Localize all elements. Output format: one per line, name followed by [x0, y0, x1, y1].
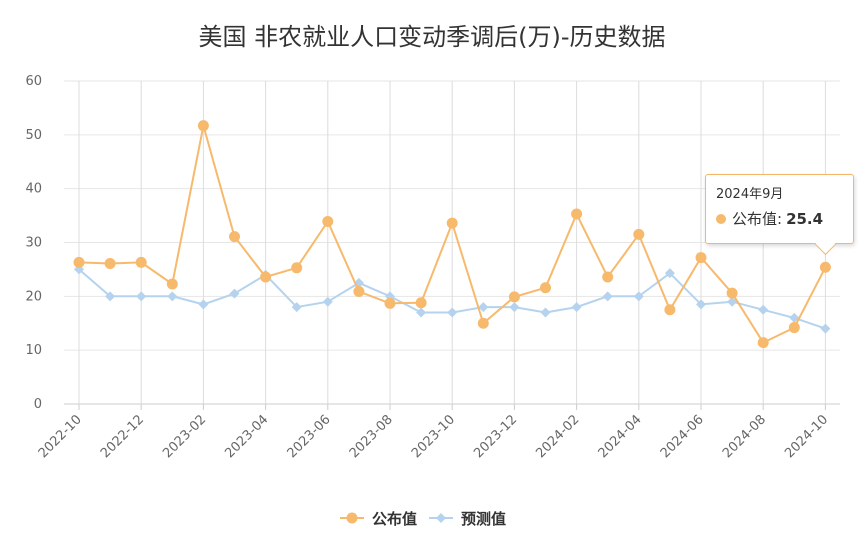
data-point — [229, 231, 240, 243]
data-point — [446, 217, 458, 229]
data-point — [757, 337, 769, 349]
x-tick-label: 2024-06 — [658, 412, 707, 461]
data-point — [477, 317, 489, 329]
tooltip-series-label: 公布值: — [732, 210, 783, 228]
legend-label: 公布值 — [372, 510, 417, 528]
tooltip-value: 25.4 — [786, 209, 824, 228]
data-point — [478, 302, 489, 313]
x-tick-label: 2023-10 — [409, 412, 458, 461]
data-point — [788, 322, 800, 334]
tooltip-series-marker — [716, 213, 726, 224]
x-tick-label: 2024-10 — [782, 412, 831, 461]
data-point — [384, 297, 396, 309]
y-tick-label: 30 — [25, 236, 42, 251]
x-tick-label: 2024-08 — [720, 412, 769, 461]
data-point — [758, 304, 769, 315]
tooltip-row: 公布值: 25.4 — [716, 208, 843, 229]
tooltip: 2024年9月 公布值: 25.4 — [705, 174, 854, 256]
data-point — [695, 252, 707, 264]
data-point — [789, 312, 800, 323]
x-tick-label: 2023-08 — [347, 412, 396, 461]
data-point — [540, 282, 551, 294]
y-tick-label: 0 — [34, 397, 42, 412]
data-point — [602, 291, 613, 302]
series-published — [73, 120, 831, 349]
data-point — [664, 304, 676, 316]
data-point — [322, 296, 333, 307]
series-forecast — [74, 264, 831, 334]
y-tick-label: 40 — [25, 182, 42, 197]
tooltip-date: 2024年9月 — [716, 187, 784, 202]
data-point — [819, 261, 831, 273]
data-point — [602, 271, 614, 283]
y-tick-label: 60 — [25, 74, 42, 89]
data-point — [260, 271, 272, 283]
data-point — [509, 302, 520, 313]
data-point — [135, 256, 147, 268]
y-tick-label: 10 — [25, 343, 42, 358]
data-point — [571, 208, 583, 220]
y-tick-label: 50 — [25, 128, 42, 143]
legend-item-forecast[interactable]: 预测值 — [429, 510, 506, 528]
data-point — [727, 296, 738, 307]
data-point — [540, 307, 551, 318]
x-tick-label: 2023-02 — [160, 412, 209, 461]
x-tick-label: 2024-04 — [596, 412, 645, 461]
data-point — [104, 257, 116, 269]
y-tick-label: 20 — [25, 289, 42, 304]
legend-marker — [346, 512, 358, 524]
data-point — [820, 323, 831, 334]
series-layer — [73, 120, 831, 349]
data-point — [291, 262, 303, 274]
data-point — [416, 307, 427, 318]
data-point — [726, 287, 738, 299]
data-point — [696, 299, 706, 310]
legend-item-published[interactable]: 公布值 — [340, 510, 417, 528]
data-point — [198, 299, 209, 310]
grid — [64, 80, 840, 405]
data-point — [291, 302, 302, 313]
data-point — [166, 278, 178, 290]
chart-title: 美国 非农就业人口变动季调后(万)-历史数据 — [198, 23, 665, 51]
data-point — [664, 268, 675, 279]
data-point — [447, 307, 458, 318]
y-axis: 0 10 20 30 40 50 60 — [25, 74, 42, 412]
legend-label: 预测值 — [461, 510, 506, 528]
data-point — [105, 291, 116, 302]
data-point — [571, 302, 582, 313]
data-point — [229, 288, 240, 299]
x-tick-label: 2024-02 — [533, 412, 582, 461]
x-tick-label: 2022-12 — [98, 412, 147, 461]
data-point — [197, 120, 209, 132]
data-point — [633, 291, 644, 302]
data-point — [633, 228, 645, 240]
x-axis: 2022-10 2022-12 2023-02 2023-04 2023-06 2023-… — [36, 404, 831, 461]
data-point — [508, 291, 520, 303]
x-tick-label: 2023-12 — [471, 412, 520, 461]
x-tick-label: 2023-04 — [222, 412, 271, 461]
data-point — [73, 256, 85, 268]
x-tick-label: 2022-10 — [36, 412, 85, 461]
data-point — [353, 285, 365, 297]
data-point — [415, 297, 427, 309]
data-point — [322, 216, 334, 228]
data-point — [167, 291, 178, 302]
data-point — [136, 291, 147, 302]
legend[interactable]: 公布值 预测值 — [340, 510, 506, 528]
legend-marker — [436, 513, 446, 523]
x-tick-label: 2023-06 — [285, 412, 334, 461]
